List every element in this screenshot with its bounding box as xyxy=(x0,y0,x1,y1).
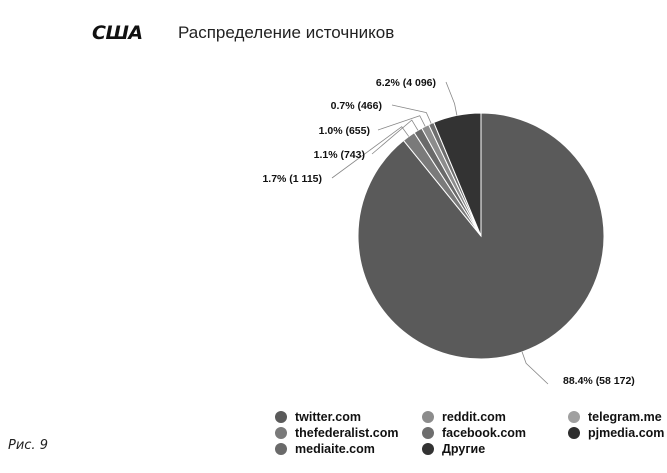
legend-label: mediaite.com xyxy=(295,442,375,456)
legend-label: facebook.com xyxy=(442,426,527,440)
legend-label: reddit.com xyxy=(442,410,506,424)
legend-item: thefederalist.com xyxy=(275,426,399,440)
legend-swatch-icon xyxy=(568,411,580,423)
leader-line xyxy=(371,119,419,155)
data-label: 1.1% (743) xyxy=(314,149,365,161)
legend-swatch-icon xyxy=(275,411,287,423)
leader-line xyxy=(331,126,410,179)
legend-item: pjmedia.com xyxy=(568,426,664,440)
legend-item: Другие xyxy=(422,442,485,456)
legend-item: reddit.com xyxy=(422,410,506,424)
leader-line xyxy=(391,104,432,124)
legend-swatch-icon xyxy=(568,427,580,439)
legend-item: twitter.com xyxy=(275,410,361,424)
data-label: 88.4% (58 172) xyxy=(563,375,635,387)
legend-swatch-icon xyxy=(422,443,434,455)
data-label: 0.7% (466) xyxy=(331,100,382,112)
leader-line xyxy=(445,81,458,116)
figure-caption: Рис. 9 xyxy=(8,438,48,453)
legend-label: thefederalist.com xyxy=(295,426,399,440)
legend-swatch-icon xyxy=(275,443,287,455)
chart-title: Распределение источников xyxy=(178,23,395,42)
legend-swatch-icon xyxy=(275,427,287,439)
legend-item: telegram.me xyxy=(568,410,662,424)
pie-chart: 88.4% (58 172) 1.7% (1 115) 1.1% (743) 1.0%… xyxy=(262,77,635,387)
leader-line xyxy=(521,351,549,385)
data-label: 1.0% (655) xyxy=(319,125,370,137)
data-label: 6.2% (4 096) xyxy=(376,77,436,89)
country-label: США xyxy=(92,22,143,44)
legend-label: telegram.me xyxy=(588,410,662,424)
legend-swatch-icon xyxy=(422,427,434,439)
legend-swatch-icon xyxy=(422,411,434,423)
legend-label: Другие xyxy=(442,442,486,456)
legend-label: twitter.com xyxy=(295,410,361,424)
legend-label: pjmedia.com xyxy=(588,426,665,440)
data-label: 1.7% (1 115) xyxy=(262,173,322,185)
leader-line xyxy=(377,115,426,131)
legend-item: facebook.com xyxy=(422,426,526,440)
legend-item: mediaite.com xyxy=(275,442,375,456)
pie-slice-другие xyxy=(433,112,482,237)
